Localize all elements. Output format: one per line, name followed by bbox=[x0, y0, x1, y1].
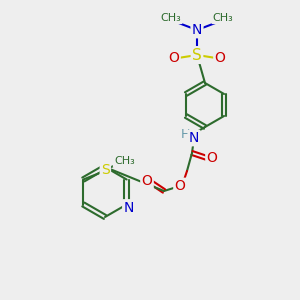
Text: CH₃: CH₃ bbox=[213, 13, 233, 23]
Text: O: O bbox=[169, 51, 179, 65]
Text: N: N bbox=[192, 23, 202, 37]
Text: N: N bbox=[189, 131, 199, 145]
Text: CH₃: CH₃ bbox=[160, 13, 182, 23]
Text: O: O bbox=[175, 179, 185, 193]
Text: CH₃: CH₃ bbox=[114, 157, 135, 166]
Text: O: O bbox=[214, 51, 225, 65]
Text: O: O bbox=[142, 174, 152, 188]
Text: O: O bbox=[207, 151, 218, 165]
Text: N: N bbox=[124, 200, 134, 214]
Text: S: S bbox=[192, 47, 202, 62]
Text: S: S bbox=[101, 163, 110, 176]
Text: H: H bbox=[180, 128, 190, 142]
